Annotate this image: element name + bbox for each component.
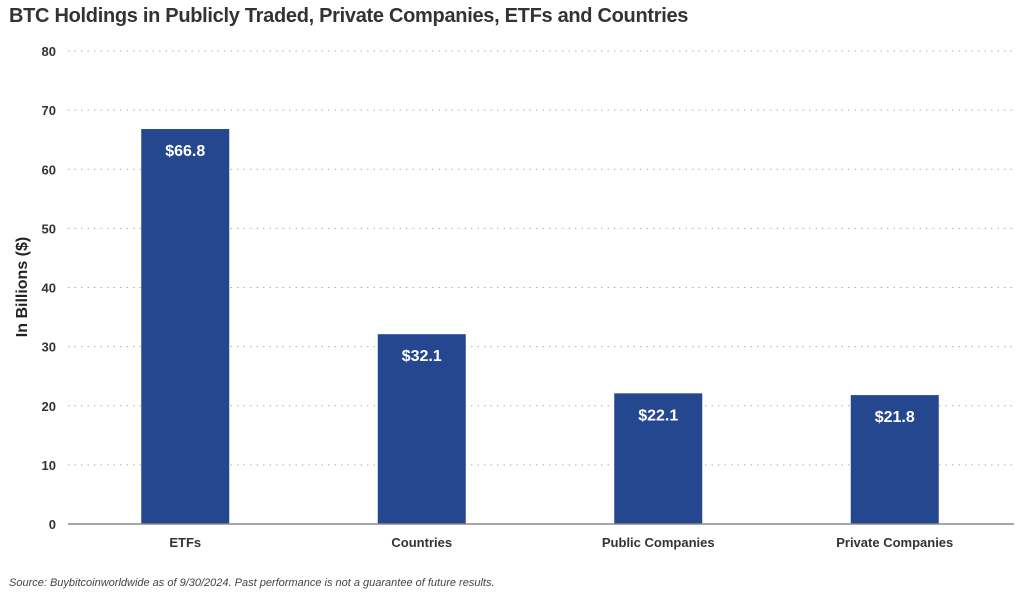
y-tick-label: 80 [42,44,56,59]
bar-etfs [141,129,230,525]
data-labels: $66.8 $32.1 $22.1 $21.8 [165,143,915,426]
y-axis-ticks: 0 10 20 30 40 50 60 70 80 [42,44,56,532]
y-tick-label: 50 [42,221,56,236]
y-tick-label: 0 [49,517,56,532]
y-tick-label: 20 [42,399,56,414]
bar-countries [377,334,466,524]
x-tick-label: Private Companies [836,535,953,550]
y-tick-label: 10 [42,458,56,473]
data-label: $32.1 [402,348,442,365]
bar-private-companies [850,395,939,524]
y-tick-label: 70 [42,103,56,118]
chart-title: BTC Holdings in Publicly Traded, Private… [9,5,689,27]
data-label: $22.1 [638,407,678,424]
data-label: $21.8 [875,409,915,426]
y-tick-label: 30 [42,340,56,355]
x-tick-label: Countries [391,535,452,550]
x-tick-label: Public Companies [602,535,715,550]
bar-public-companies [614,393,703,524]
y-tick-label: 40 [42,281,56,296]
source-footnote: Source: Buybitcoinworldwide as of 9/30/2… [9,577,495,589]
y-tick-label: 60 [42,162,56,177]
bar-chart: 0 10 20 30 40 50 60 70 80 $66.8 $32.1 $22.1 $21.8 E… [14,44,1014,550]
x-tick-label: ETFs [169,535,201,550]
y-axis-title: In Billions ($) [14,237,31,337]
bars [141,129,939,525]
x-axis-labels: ETFs Countries Public Companies Private Com… [169,535,953,550]
data-label: $66.8 [165,143,205,160]
